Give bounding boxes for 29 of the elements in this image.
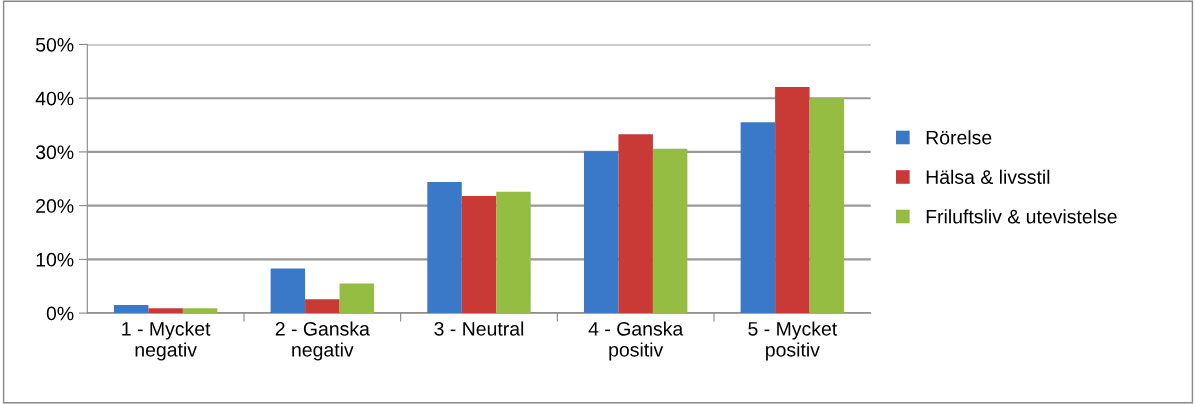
x-tick-label: 4 - Ganska positiv [588,321,684,361]
y-tick-label: 10% [36,252,74,267]
bar [427,181,462,314]
y-tick-label: 50% [35,37,74,52]
bar [496,191,531,314]
x-tick-label: 2 - Ganska negativ [275,321,370,361]
bar [182,308,218,314]
bar [740,122,776,314]
bar [809,98,845,314]
y-tick-label: 40% [35,91,74,106]
x-tick-label: 3 - Neutral [434,321,524,336]
bar [339,283,375,314]
bar [775,86,810,314]
bar [618,134,653,314]
legend-label: Rörelse [926,130,992,145]
y-tick-label: 20% [36,199,74,213]
bar [113,305,149,314]
bar [270,268,306,314]
x-tick-label: 1 - Mycket negativ [122,321,211,361]
bar [461,195,497,314]
x-tick-label: 5 - Mycket positiv [748,321,838,361]
y-tick-label: 0% [46,306,74,321]
legend-label: Hälsa & livsstil [926,169,1050,184]
legend-label: Friluftsliv & utevistelse [926,209,1117,224]
bar [148,308,183,314]
bar [652,148,688,314]
bar [583,151,619,314]
bar [305,299,340,314]
y-tick-label: 30% [35,145,74,160]
